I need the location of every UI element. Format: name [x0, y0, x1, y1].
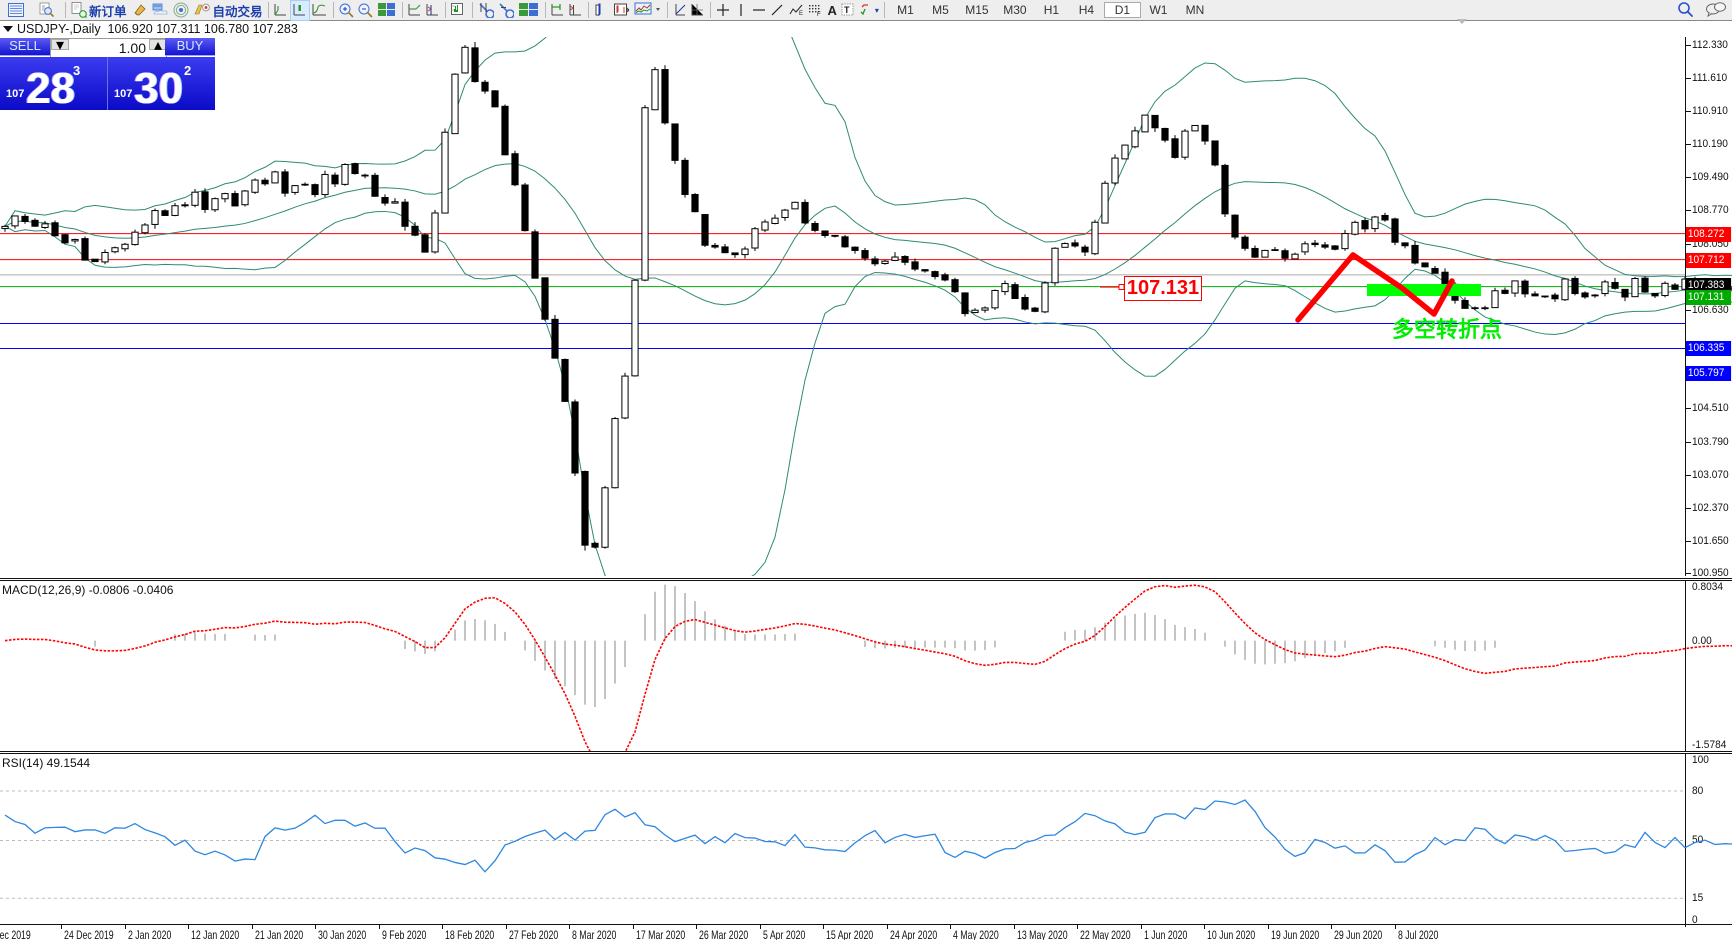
svg-text:F: F	[817, 12, 821, 17]
svg-text:T: T	[844, 5, 850, 15]
svg-text:E: E	[799, 11, 803, 17]
